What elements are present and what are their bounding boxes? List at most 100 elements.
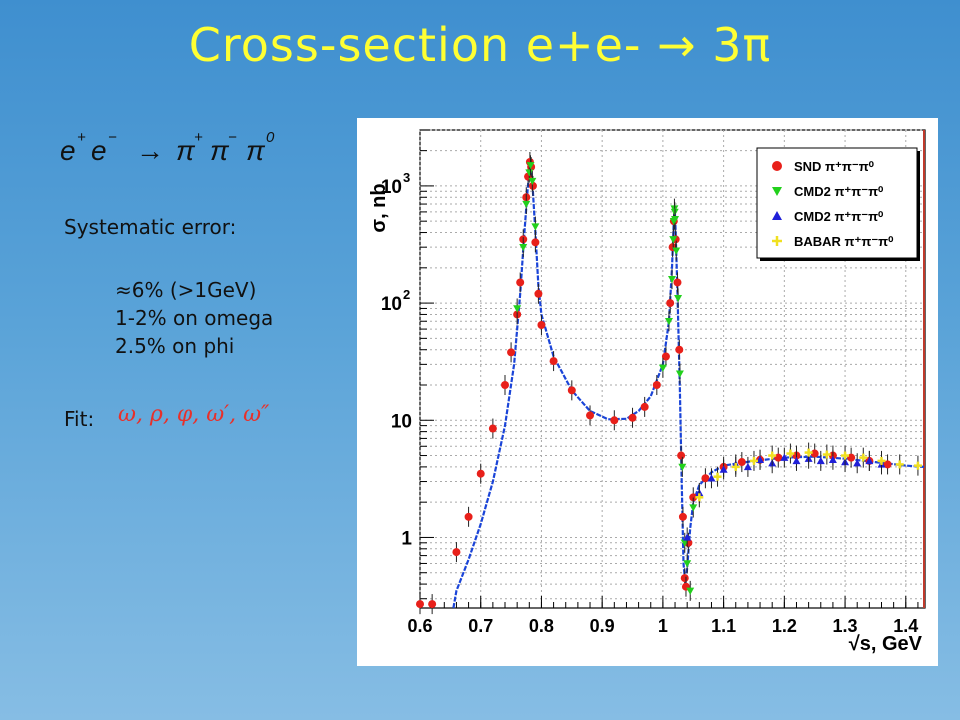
reaction-pi2-sup: − [228,129,237,146]
data-point [847,453,856,462]
data-point [537,321,546,330]
fit-formula: ω, ρ, φ, ω′, ω″ [118,402,270,427]
data-point [673,278,682,287]
data-point [666,299,675,308]
data-point [689,493,698,502]
data-point [652,380,661,389]
data-point [731,462,740,471]
y-tick-base: 10 [381,294,402,315]
data-point [488,424,497,433]
data-point [501,380,510,389]
data-point [707,474,716,482]
data-point [531,238,540,247]
reaction-pi1-sup: + [194,129,203,146]
data-point [674,295,683,303]
data-point [719,465,728,473]
reaction-equation: e + e − → π + π − π 0 [60,129,275,166]
y-tick-label: 1 [401,528,412,549]
data-point [522,200,531,209]
data-point [678,512,687,521]
reaction-pi3: π [246,135,266,166]
data-point [689,504,698,512]
legend: SND π⁺π⁻π⁰ CMD2 π⁺π⁻π⁰ CMD2 π⁺π⁻π⁰ BABAR π⁺… [756,147,920,261]
data-point [549,357,558,366]
data-point [476,469,485,478]
systematic-error-list: ≈6% (>1GeV) 1-2% on omega 2.5% on phi [115,276,273,360]
data-point [895,460,904,469]
data-point [675,370,684,378]
data-point [672,247,681,255]
data-point [841,451,850,460]
legend-label: SND π⁺π⁻π⁰ [794,159,875,174]
x-tick-label: 1.4 [893,616,918,636]
fit-label: Fit: [64,407,95,431]
legend-marker [772,187,782,196]
data-point [877,456,886,465]
data-point [683,560,692,568]
data-point [516,278,525,287]
x-tick-label: 1 [658,616,668,636]
data-point [859,453,868,462]
systematic-item: 2.5% on phi [115,334,235,358]
data-point [822,450,831,459]
data-point [756,455,765,463]
data-point [816,456,825,465]
data-point [416,600,424,609]
reaction-electron: e [60,135,76,166]
series-1 [513,155,698,601]
systematic-item: 1-2% on omega [115,306,274,330]
data-point [428,600,437,609]
x-tick-label: 1.1 [711,616,736,636]
y-tick-label: 10 [391,411,412,432]
legend-shadow-bottom [760,258,920,261]
data-point [780,453,789,461]
reaction-pi1: π [176,135,196,166]
data-point [828,455,837,463]
data-point [865,456,874,465]
data-point [701,474,710,483]
legend-label: CMD2 π⁺π⁻π⁰ [794,209,884,224]
series-3 [695,442,922,508]
data-point [671,215,680,224]
legend-marker [772,236,782,246]
data-point [804,448,813,457]
legend-shadow [917,151,920,261]
data-point [678,463,687,471]
data-point [774,453,783,462]
data-point [883,460,892,469]
reaction-positron: e [91,135,107,166]
data-point [661,352,670,361]
x-tick-label: 1.3 [833,616,858,636]
x-tick-label: 1.2 [772,616,797,636]
y-tick-base: 10 [391,411,412,432]
data-point [610,416,619,425]
y-tick-label: 10 3 [381,170,410,198]
y-tick-exp: 3 [403,170,410,185]
data-point [531,223,540,231]
data-point [743,462,752,471]
data-point [464,512,473,521]
data-point [528,177,537,186]
data-point [640,402,649,411]
x-tick-label: 0.7 [468,616,493,636]
reaction-arrow: → [136,135,164,166]
y-tick-base: 1 [401,528,412,549]
data-point [810,449,819,458]
y-tick-label: 10 2 [381,287,410,315]
data-point [526,162,535,170]
data-point [675,345,684,354]
data-point [658,364,667,372]
data-point [686,587,695,595]
legend-box [756,147,918,259]
reaction-pi2: π [210,135,230,166]
data-point [695,493,704,502]
x-axis-label: √s, GeV [849,633,923,655]
legend-label: BABAR π⁺π⁻π⁰ [794,234,894,249]
data-point [513,305,522,313]
legend-label: CMD2 π⁺π⁻π⁰ [794,184,884,199]
x-tick-label: 0.9 [590,616,615,636]
data-point [913,461,922,470]
y-axis-label: σ, nb [368,183,390,232]
data-point [768,451,777,460]
